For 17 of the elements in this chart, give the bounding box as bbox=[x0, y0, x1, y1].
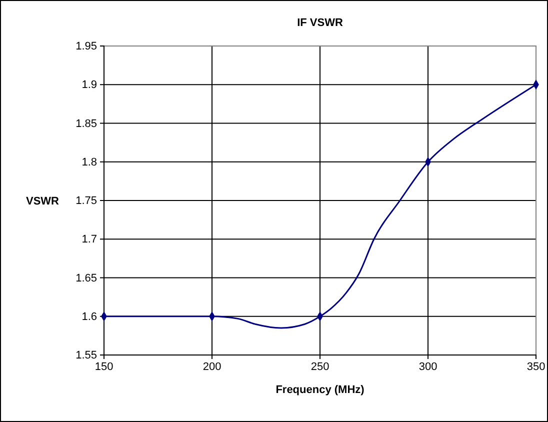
y-tick-label: 1.85 bbox=[76, 118, 97, 130]
y-tick-label: 1.65 bbox=[76, 272, 97, 284]
y-tick-label: 1.95 bbox=[76, 40, 97, 53]
x-axis-title: Frequency (MHz) bbox=[276, 384, 365, 396]
x-tick-label: 250 bbox=[310, 360, 330, 373]
y-tick-label: 1.7 bbox=[82, 234, 97, 246]
y-tick-label: 1.55 bbox=[76, 350, 97, 362]
y-tick-label: 1.9 bbox=[82, 79, 97, 92]
y-tick-label: 1.8 bbox=[82, 156, 97, 168]
chart-title: IF VSWR bbox=[297, 17, 343, 29]
x-tick-label: 150 bbox=[94, 360, 114, 373]
y-tick-label: 1.6 bbox=[82, 310, 97, 323]
x-tick-label: 300 bbox=[418, 360, 438, 373]
x-tick-label: 350 bbox=[526, 360, 546, 373]
y-axis-title: VSWR bbox=[26, 196, 60, 208]
y-tick-label: 1.75 bbox=[76, 195, 97, 208]
x-tick-label: 200 bbox=[202, 360, 222, 373]
